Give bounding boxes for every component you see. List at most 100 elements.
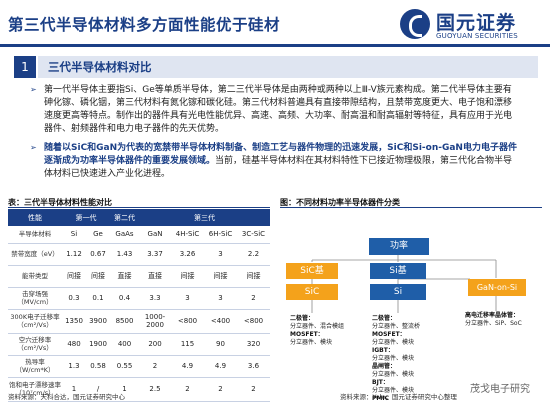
table-row: 300K电子迁移率（cm²/Vs） 1350 3900 8500 1000-20… — [8, 309, 270, 334]
table-cell: Si — [62, 226, 86, 244]
table-cell: 2.2 — [237, 243, 270, 266]
table-cell: 2 — [237, 287, 270, 310]
figure-caption: 图：不同材料功率半导体器件分类 — [280, 198, 400, 207]
table-cell: 2 — [171, 377, 204, 402]
table-header-perf: 性能 — [8, 209, 62, 226]
table-cell: 115 — [171, 333, 204, 356]
table-cell: 1 — [62, 377, 86, 402]
table-row-label: 能带类型 — [8, 265, 62, 288]
materials-table: 性能 第一代 第二代 第三代 半导体材料 Si Ge GaAs GaN 4H-S… — [8, 209, 270, 402]
table-cell: 间接 — [237, 265, 270, 288]
table-cell: 1.43 — [110, 243, 139, 266]
table-cell: 90 — [204, 333, 237, 356]
device-desc: 分立器件、模块 — [372, 339, 415, 346]
table-row-label: 空穴迁移率（cm²/Vs） — [8, 333, 62, 356]
table-cell: 0.67 — [86, 243, 110, 266]
section-bar — [38, 56, 538, 78]
header-divider — [0, 44, 550, 47]
table-cell: 320 — [237, 333, 270, 356]
device-type: 晶闸管： — [372, 363, 397, 370]
bullet-marker-icon: ➢ — [30, 85, 37, 94]
table-cell: 1350 — [62, 309, 86, 334]
table-cell: Ge — [86, 226, 110, 244]
device-type: 高电迁移率晶体管： — [465, 312, 520, 319]
table-header-row: 性能 第一代 第二代 第三代 — [8, 209, 270, 226]
si-base-box: Si基 — [370, 263, 426, 279]
device-type: MOSFET： — [290, 331, 324, 338]
company-logo: 国元证券 GUOYUAN SECURITIES — [400, 8, 540, 44]
sic-device-list: 二极管： 分立器件、混合模组 MOSFET： 分立器件、模块 — [290, 315, 365, 347]
logo-icon — [400, 9, 430, 39]
table-caption: 表：三代半导体材料性能对比 — [8, 198, 112, 207]
table-cell: 480 — [62, 333, 86, 356]
table-header-gen2: 第二代 — [110, 209, 139, 226]
table-cell: 3.6 — [237, 355, 270, 378]
bullet-paragraph-1: 第一代半导体主要指Si、Ge等单质半导体，第二三代半导体是由两种或两种以上Ⅲ-V… — [44, 85, 513, 134]
table-row: 热导率（W/cm*K） 1.3 0.58 0.55 2 4.9 4.9 3.6 — [8, 355, 270, 378]
table-row-label: 禁带宽度（eV） — [8, 243, 62, 266]
table-cell: 4.9 — [171, 355, 204, 378]
gan-on-si-box: GaN-on-Si — [468, 279, 526, 296]
table-cell: GaN — [139, 226, 171, 244]
gan-device-list: 高电迁移率晶体管： 分立器件、SiP、SoC — [465, 312, 545, 328]
table-cell: 4H-SiC — [171, 226, 204, 244]
table-cell: 3900 — [86, 309, 110, 334]
device-desc: 分立器件、SiP、SoC — [465, 320, 522, 327]
table-cell: 2 — [204, 377, 237, 402]
table-cell: 4.9 — [204, 355, 237, 378]
table-cell: 2 — [139, 355, 171, 378]
table-cell: 400 — [110, 333, 139, 356]
table-cell: 直接 — [139, 265, 171, 288]
table-cell: 0.4 — [110, 287, 139, 310]
table-row: 能带类型 间接 间接 直接 直接 间接 间接 间接 — [8, 265, 270, 288]
table-cell: 1 — [110, 377, 139, 402]
table-cell: 3 — [171, 287, 204, 310]
table-cell: 0.3 — [62, 287, 86, 310]
table-cell: 200 — [139, 333, 171, 356]
table-cell: 3 — [204, 243, 237, 266]
watermark: 茂戈电子研究 — [470, 384, 530, 395]
table-subheader-row: 半导体材料 Si Ge GaAs GaN 4H-SiC 6H-SiC 3C-Si… — [8, 226, 270, 244]
device-desc: 分立器件、模块 — [372, 387, 415, 394]
table-cell: <800 — [237, 309, 270, 334]
table-row: 禁带宽度（eV） 1.12 0.67 1.43 3.37 3.26 3 2.2 — [8, 243, 270, 266]
table-cell: GaAs — [110, 226, 139, 244]
table-cell: 2 — [237, 377, 270, 402]
table-cell: 间接 — [62, 265, 86, 288]
table-cell: 1.12 — [62, 243, 86, 266]
section-title: 三代半导体材料对比 — [48, 60, 152, 74]
table-cell: 3.3 — [139, 287, 171, 310]
device-desc: 分立器件、模块 — [372, 371, 415, 378]
table-cell: 间接 — [86, 265, 110, 288]
device-desc: 分立器件、整流桥 — [372, 323, 421, 330]
table-row-label: 饱和电子漂移速率（10⁷cm/s） — [8, 377, 62, 402]
table-cell: 0.55 — [110, 355, 139, 378]
bullet-marker-icon: ➢ — [30, 143, 37, 152]
figure-caption-divider — [280, 207, 542, 208]
device-desc: 分立器件、模块 — [372, 355, 415, 362]
logo-name-cn: 国元证券 — [436, 12, 517, 34]
table-row-label: 热导率（W/cm*K） — [8, 355, 62, 378]
table-cell: 半导体材料 — [8, 226, 62, 244]
figure-source: 资料来源：Yole，国元证券研究中心整理 — [340, 393, 457, 401]
table-cell: 6H-SiC — [204, 226, 237, 244]
logo-name-en: GUOYUAN SECURITIES — [436, 32, 518, 40]
table-cell: 3 — [204, 287, 237, 310]
figure-connectors — [311, 255, 497, 313]
table-row: 空穴迁移率（cm²/Vs） 480 1900 400 200 115 90 32… — [8, 333, 270, 356]
table-cell: / — [86, 377, 110, 402]
device-desc: 分立器件、模块 — [290, 339, 333, 346]
device-type: PMIC — [372, 395, 390, 402]
device-type: IGBT： — [372, 347, 394, 354]
table-cell: 8500 — [110, 309, 139, 334]
bullet-paragraph-2: 随着以SiC和GaN为代表的宽禁带半导体材料制备、制造工艺与器件物理的迅速发展，… — [44, 142, 520, 181]
page-title: 第三代半导体材料多方面性能优于硅材 — [8, 15, 281, 34]
table-header-gen1: 第一代 — [62, 209, 110, 226]
bullet-2-text: 当前，硅基半导体材料在其材料特性下已接近物理极限，第三代化合物半导体材料已快速进… — [44, 156, 513, 179]
table-cell: 间接 — [171, 265, 204, 288]
power-box: 功率 — [369, 238, 429, 255]
si-device-list: 二极管： 分立器件、整流桥 MOSFET： 分立器件、模块 IGBT： 分立器件… — [372, 315, 452, 403]
table-cell: 间接 — [204, 265, 237, 288]
table-cell: 2.5 — [139, 377, 171, 402]
table-row-label: 300K电子迁移率（cm²/Vs） — [8, 309, 62, 334]
